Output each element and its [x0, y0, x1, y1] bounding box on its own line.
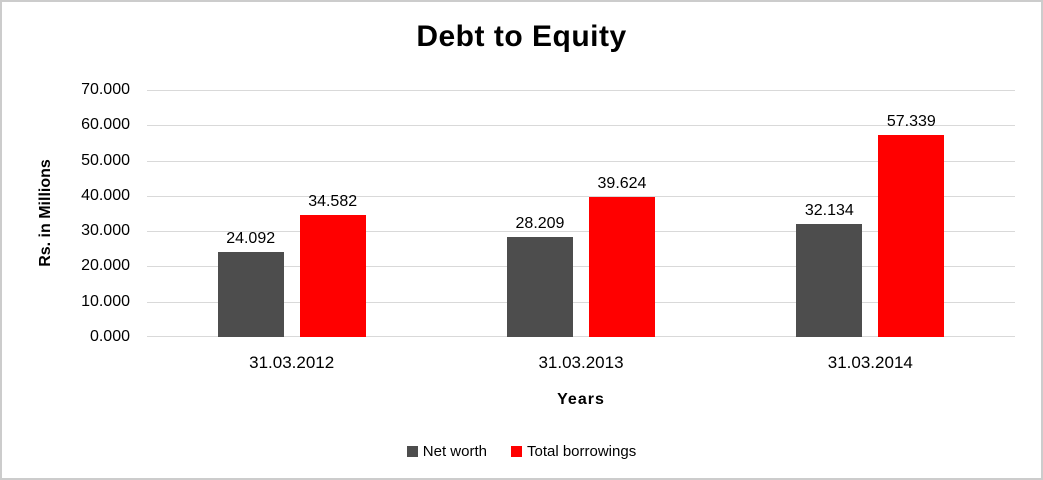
bar-groups: 24.092 34.582 28.209 39.624 32.134 57.339: [147, 90, 1015, 337]
legend-item: Net worth: [406, 443, 487, 460]
legend-item: Total borrowings: [510, 443, 637, 460]
chart-title: Debt to Equity: [416, 20, 627, 53]
x-axis-title: Years: [557, 391, 605, 408]
y-axis-ticks: 0.000 10.000 20.000 30.000 40.000 50.000 60.00…: [2, 2, 130, 478]
bar-column: 57.339: [878, 113, 945, 337]
gridlines: [147, 90, 1015, 337]
gridline: [147, 125, 1015, 126]
y-tick-label: 30.000: [81, 222, 130, 239]
gridline: [147, 302, 1015, 303]
y-tick-label: 60.000: [81, 116, 130, 133]
bar-column: 32.134: [796, 202, 863, 337]
bar-net-worth: [506, 237, 573, 337]
x-axis-categories: 31.03.2012 31.03.2013 31.03.2014: [147, 353, 1015, 373]
gridline: [147, 161, 1015, 162]
bar-column: 28.209: [506, 215, 573, 337]
bar-column: 34.582: [299, 193, 366, 337]
x-category-label: 31.03.2014: [827, 353, 913, 372]
legend: Net worth Total borrowings: [2, 443, 1041, 460]
y-tick-label: 40.000: [81, 187, 130, 204]
data-label: 28.209: [515, 215, 565, 232]
bar-group: 32.134 57.339: [726, 90, 1015, 337]
bar-net-worth: [796, 224, 863, 337]
bar-net-worth: [217, 252, 284, 337]
data-label: 57.339: [886, 113, 936, 130]
gridline: [147, 90, 1015, 91]
data-label: 39.624: [597, 175, 647, 192]
x-category-label: 31.03.2012: [249, 353, 335, 372]
legend-marker-square-icon: [406, 446, 418, 457]
gridline: [147, 266, 1015, 267]
y-tick-label: 10.000: [81, 293, 130, 310]
legend-marker-square-icon: [510, 446, 522, 457]
plot-area: 24.092 34.582 28.209 39.624 32.134 57.339: [147, 90, 1015, 337]
bar-total-borrowings: [588, 197, 655, 337]
bar-column: 24.092: [217, 230, 284, 337]
data-label: 24.092: [226, 230, 276, 247]
legend-label: Total borrowings: [526, 443, 637, 460]
gridline: [147, 196, 1015, 197]
bar-total-borrowings: [878, 135, 945, 337]
y-tick-label: 70.000: [81, 81, 130, 98]
y-tick-label: 20.000: [81, 257, 130, 274]
y-tick-label: 50.000: [81, 152, 130, 169]
gridline: [147, 231, 1015, 232]
data-label: 32.134: [804, 202, 854, 219]
bar-total-borrowings: [299, 215, 366, 337]
bar-group: 28.209 39.624: [436, 90, 725, 337]
bar-group: 24.092 34.582: [147, 90, 436, 337]
gridline: [147, 336, 1015, 337]
bar-column: 39.624: [588, 175, 655, 337]
legend-label: Net worth: [422, 443, 487, 460]
y-tick-label: 0.000: [89, 328, 130, 345]
data-label: 34.582: [308, 193, 358, 210]
x-category-label: 31.03.2013: [538, 353, 624, 372]
